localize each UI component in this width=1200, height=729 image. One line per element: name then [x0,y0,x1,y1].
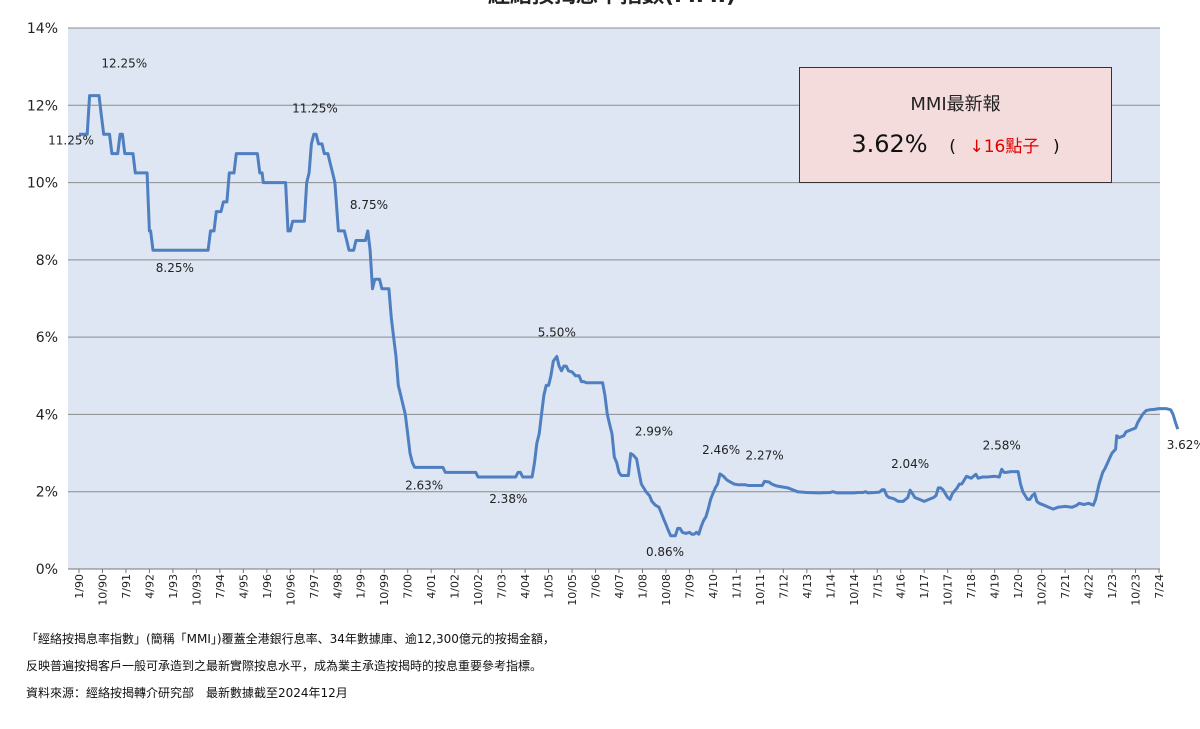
x-tick-label: 1/08 [636,574,649,599]
x-tick-label: 7/91 [120,574,133,599]
x-tick-label: 7/09 [683,574,696,599]
x-tick-label: 10/05 [566,574,579,606]
x-tick-label: 1/99 [355,574,368,599]
y-tick-label: 2% [36,485,58,501]
y-tick-label: 10% [27,176,58,192]
x-tick-label: 1/20 [1012,574,1025,599]
latest-mmi-title: MMI最新報 [910,94,1001,115]
latest-mmi-change: ↓16點子 [969,137,1040,157]
latest-mmi-box: MMI最新報 3.62% ( ↓16點子 ) [799,67,1112,183]
x-tick-label: 4/13 [801,574,814,599]
x-tick-label: 7/18 [965,574,978,599]
x-tick-label: 1/11 [730,574,743,599]
x-tick-label: 1/90 [73,574,86,599]
y-tick-label: 8% [36,253,58,269]
x-tick-label: 10/93 [190,574,203,606]
x-tick-label: 1/93 [167,574,180,599]
x-tick-label: 1/02 [449,574,462,599]
x-tick-label: 7/97 [308,574,321,599]
data-label: 8.75% [350,198,388,212]
x-tick-label: 10/17 [942,574,955,606]
x-tick-label: 7/15 [871,574,884,599]
x-tick-label: 1/05 [543,574,556,599]
x-tick-label: 4/16 [895,574,908,599]
data-label: 3.62% [1167,438,1200,452]
x-tick-label: 7/94 [214,574,227,599]
data-label: 8.25% [156,261,194,275]
latest-mmi-open-paren: ( [949,137,956,157]
x-tick-label: 1/96 [261,574,274,599]
y-axis-ticks: 0% 2% 4% 6% 8% 10% 12% 14% [27,21,58,578]
data-label: 11.25% [48,133,94,147]
x-tick-label: 4/10 [707,574,720,599]
data-label: 2.46% [702,443,740,457]
y-tick-label: 14% [27,21,58,37]
footer-notes: 「經絡按揭息率指數」(簡稱「MMI」)覆蓋全港銀行息率、34年數據庫、逾12,3… [26,626,555,707]
x-tick-label: 7/06 [590,574,603,599]
latest-mmi-close-paren: ) [1053,137,1060,157]
data-label: 2.99% [635,424,673,438]
x-tick-label: 10/11 [754,574,767,606]
x-tick-label: 4/07 [613,574,626,599]
x-tick-label: 4/92 [143,574,156,599]
x-tick-label: 10/96 [284,574,297,606]
x-tick-label: 4/19 [989,574,1002,599]
y-tick-label: 4% [36,407,58,423]
x-tick-label: 10/02 [472,574,485,606]
chart-title: 經絡按揭息率指數(MMI) [488,0,736,8]
data-labels: 12.25% 11.25% 8.25% 11.25% 8.75% 2.63% 2.38% 5.… [48,57,1200,559]
data-label: 2.27% [746,448,784,462]
x-tick-label: 7/12 [777,574,790,599]
x-tick-label: 7/21 [1059,574,1072,599]
data-label: 2.04% [891,457,929,471]
data-label: 2.63% [405,478,443,492]
x-tick-label: 4/95 [237,574,250,599]
x-tick-label: 1/17 [918,574,931,599]
x-tick-label: 7/03 [496,574,509,599]
data-label: 11.25% [292,101,338,115]
x-tick-label: 4/98 [331,574,344,599]
y-tick-label: 6% [36,330,58,346]
latest-mmi-value: 3.62% [851,130,928,158]
x-tick-label: 10/08 [660,574,673,606]
data-label: 2.38% [489,492,527,506]
y-tick-label: 0% [36,562,58,578]
x-tick-label: 10/99 [378,574,391,606]
x-tick-label: 7/24 [1153,574,1166,599]
series-line [79,94,1180,538]
data-label: 12.25% [101,57,147,71]
y-tick-label: 12% [27,98,58,114]
x-tick-label: 10/20 [1036,574,1049,606]
x-tick-label: 10/90 [96,574,109,606]
footer-line-3: 資料來源：經絡按揭轉介研究部 最新數據截至2024年12月 [26,686,348,700]
x-tick-label: 1/14 [824,574,837,599]
data-label: 2.58% [983,438,1021,452]
x-tick-label: 1/23 [1106,574,1119,599]
footer-line-1: 「經絡按揭息率指數」(簡稱「MMI」)覆蓋全港銀行息率、34年數據庫、逾12,3… [26,632,555,646]
x-tick-label: 10/23 [1130,574,1143,606]
x-tick-label: 4/04 [519,574,532,599]
data-label: 5.50% [538,325,576,339]
footer-line-2: 反映普遍按揭客戶一般可承造到之最新實際按息水平，成為業主承造按揭時的按息重要參考… [26,659,543,673]
x-tick-label: 4/01 [425,574,438,599]
x-axis-ticks: 1/90 10/90 7/91 4/92 1/93 10/93 7/94 4/95 1/96 10… [73,569,1166,606]
latest-mmi-row: 3.62% ( ↓16點子 ) [800,130,1111,158]
data-label: 0.86% [646,545,684,559]
x-tick-label: 7/00 [402,574,415,599]
x-tick-label: 4/22 [1083,574,1096,599]
x-tick-label: 10/14 [848,574,861,606]
